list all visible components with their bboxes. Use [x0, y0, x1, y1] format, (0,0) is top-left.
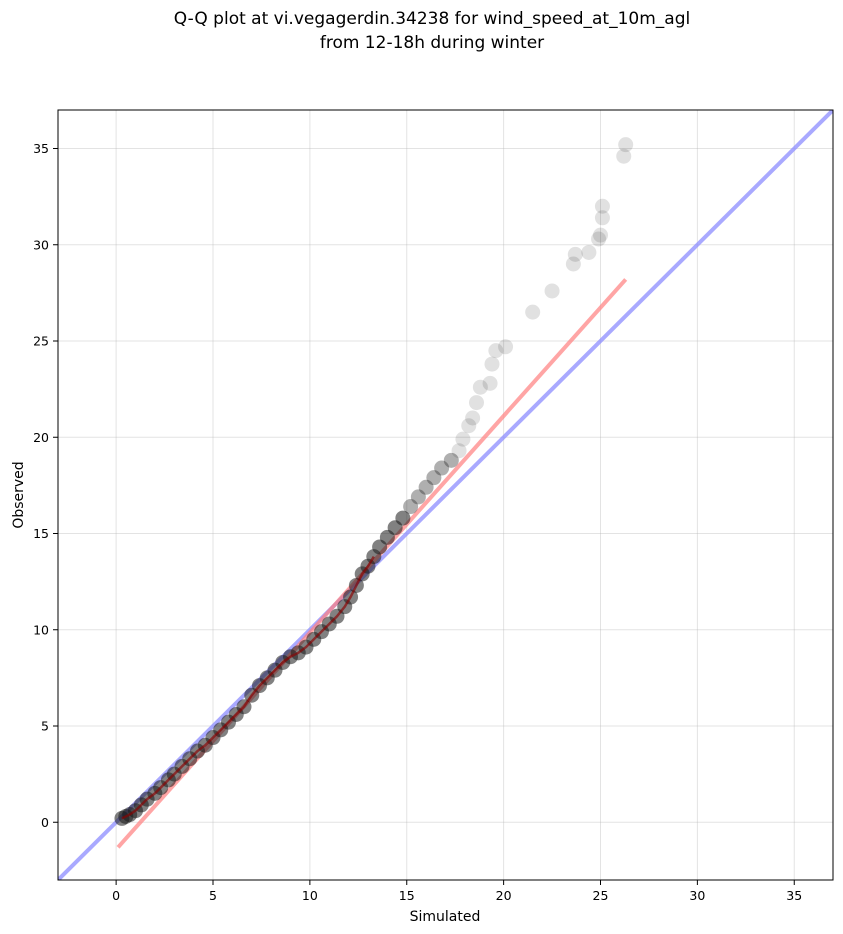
quantile-point [451, 443, 467, 459]
x-tick-label: 35 [786, 888, 802, 903]
x-tick-label: 30 [689, 888, 705, 903]
quantile-point [488, 343, 504, 359]
y-tick-label: 25 [33, 334, 49, 349]
y-tick-label: 15 [33, 526, 49, 541]
quantile-point [465, 410, 481, 426]
quantile-point [455, 431, 471, 447]
quantile-point [395, 510, 411, 526]
dense-trend-line [121, 555, 375, 820]
quantile-point [618, 137, 634, 153]
x-tick-label: 15 [399, 888, 415, 903]
quantile-point [426, 470, 442, 486]
y-tick-label: 10 [33, 622, 49, 637]
y-axis-ticks: 0 5 10 15 20 25 30 35 [33, 141, 58, 830]
y-tick-label: 35 [33, 141, 49, 156]
quantile-point [593, 227, 608, 243]
quantile-point [581, 244, 597, 260]
x-tick-label: 0 [112, 888, 120, 903]
x-tick-label: 20 [496, 888, 512, 903]
plot-frame [57, 109, 834, 881]
identity-line [58, 110, 833, 880]
quantile-point [418, 479, 434, 495]
quantile-point [565, 256, 581, 272]
y-tick-label: 20 [33, 430, 49, 445]
quantile-point [472, 379, 488, 395]
quantile-point [410, 489, 426, 505]
y-axis-label: Observed [11, 461, 27, 528]
quantile-point [403, 499, 419, 515]
quantile-point [443, 452, 459, 468]
quantile-point [525, 304, 541, 320]
quantile-point [461, 418, 477, 434]
quantile-point [544, 283, 560, 299]
quantile-point [594, 210, 610, 226]
quantile-point [594, 198, 610, 214]
quantile-point [482, 375, 498, 391]
chart-title-line-1: Q-Q plot at vi.vegagerdin.34238 for wind… [174, 9, 690, 29]
grid [58, 110, 833, 880]
quantile-point [567, 246, 583, 262]
y-tick-label: 5 [41, 719, 49, 734]
quantile-point [616, 148, 632, 164]
quantile-point [484, 356, 500, 372]
y-tick-label: 30 [33, 237, 49, 252]
quantile-point [591, 231, 607, 247]
quantile-point [469, 395, 484, 411]
x-axis-ticks: 0 5 10 15 20 25 30 35 [112, 880, 802, 903]
y-tick-label: 0 [41, 815, 49, 830]
quantile-point [498, 339, 514, 355]
points-layer [114, 137, 634, 826]
x-tick-label: 25 [593, 888, 609, 903]
x-axis-label: Simulated [410, 909, 481, 925]
chart-title-line-2: from 12-18h during winter [320, 33, 544, 53]
x-tick-label: 5 [209, 888, 217, 903]
x-tick-label: 10 [302, 888, 318, 903]
quantile-point [434, 460, 450, 476]
